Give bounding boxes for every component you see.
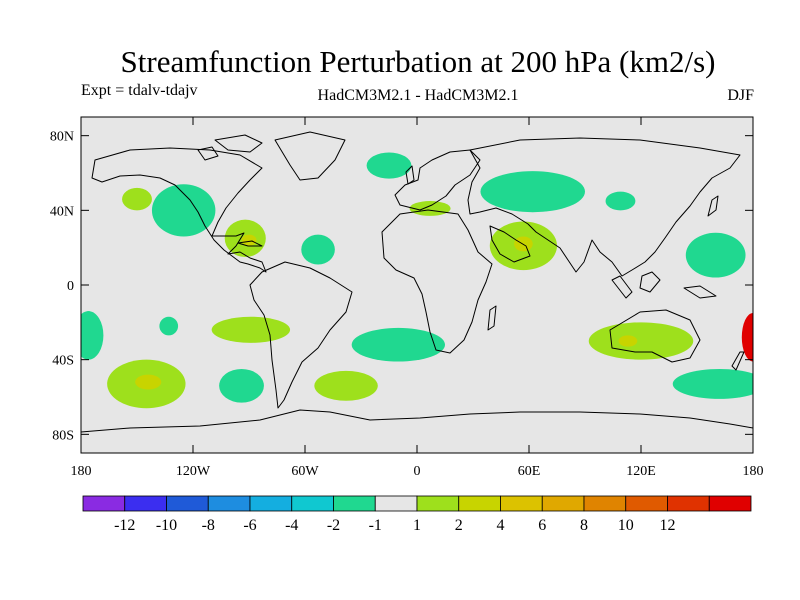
colorbar-swatch	[667, 495, 710, 512]
lat-label: 40S	[52, 354, 74, 369]
region-pos-dateline-30s	[741, 313, 753, 362]
colorbar-swatch	[708, 495, 752, 512]
lon-label: 60E	[518, 464, 541, 479]
colorbar-swatch	[82, 495, 126, 512]
region-neg-pacific-30n	[122, 187, 152, 211]
colorbar-label: -8	[202, 517, 215, 534]
colorbar-swatch	[124, 495, 167, 512]
colorbar-label: 1	[413, 517, 421, 534]
lon-label: 0	[414, 464, 421, 479]
colorbar-label: 2	[455, 517, 463, 534]
colorbar-label: 12	[660, 517, 676, 534]
colorbar-label: 10	[618, 517, 634, 534]
colorbar-label: -6	[243, 517, 256, 534]
region-pos-south-atlantic-50s	[314, 370, 378, 401]
colorbar-label: 8	[580, 517, 588, 534]
region-neg-north-atlantic	[366, 152, 412, 179]
lat-label: 80S	[52, 428, 74, 443]
region-pos-mediterranean	[409, 201, 451, 216]
colorbar-label: 4	[497, 517, 505, 534]
region-neg-south-atlantic	[351, 327, 446, 362]
colorbar-swatch	[500, 495, 543, 512]
region-neg-sh-pacific-small	[159, 316, 179, 336]
region-pos-sh-pacific-50s-core	[135, 374, 162, 390]
colorbar-swatch	[374, 495, 418, 512]
coastlines	[81, 131, 753, 433]
lat-label: 40N	[50, 204, 74, 219]
colorbar-swatch	[541, 495, 585, 512]
colorbar-label: -1	[369, 517, 382, 534]
colorbar-label: -12	[114, 517, 135, 534]
colorbar-swatch	[625, 495, 668, 512]
lat-label: 80N	[50, 130, 74, 145]
region-neg-pacific-ne	[151, 184, 216, 237]
lon-label: 120W	[176, 464, 211, 479]
lat-label: 0	[67, 279, 74, 294]
colorbar-swatch	[333, 495, 376, 512]
colorbar-swatch	[166, 495, 209, 512]
colorbar-label: -10	[156, 517, 177, 534]
colorbar-swatch	[249, 495, 293, 512]
colorbar-label: -4	[285, 517, 298, 534]
colorbar-swatch	[416, 495, 460, 512]
colorbar-swatch	[207, 495, 251, 512]
region-neg-atlantic-20n	[301, 234, 335, 265]
colorbar-label: 6	[538, 517, 546, 534]
region-pos-australia-core	[618, 335, 638, 347]
region-pos-sh-pacific-30s	[211, 316, 291, 343]
map-axes: 80N 40N 0 40S 80S 180 120W 60W 0 60E 120E 180	[50, 117, 764, 479]
region-neg-tasman-55s	[672, 369, 753, 399]
colorbar-swatch	[458, 495, 501, 512]
lon-label: 120E	[626, 464, 656, 479]
region-neg-east-asia	[605, 191, 636, 211]
colorbar-swatch	[583, 495, 627, 512]
season-label: DJF	[727, 87, 754, 104]
region-pos-caribbean-core	[241, 234, 257, 246]
lon-label: 180	[71, 464, 92, 479]
region-neg-west-pacific	[685, 232, 746, 278]
region-neg-sh-pacific-55s	[219, 369, 264, 403]
model-label: HadCM3M2.1 - HadCM3M2.1	[317, 87, 519, 104]
colorbar-label: -2	[327, 517, 340, 534]
region-neg-sh-pacific-east	[81, 311, 96, 342]
plot-title: Streamfunction Perturbation at 200 hPa (…	[120, 44, 716, 79]
colorbar: -12 -10 -8 -6 -4 -2 -1 1 2 4 6 8 10 12	[82, 495, 752, 534]
lon-label: 180	[743, 464, 764, 479]
region-neg-central-asia	[480, 171, 585, 213]
experiment-label: Expt = tdalv-tdajv	[81, 82, 198, 99]
region-pos-australia	[588, 322, 694, 360]
colorbar-swatch	[291, 495, 334, 512]
lon-label: 60W	[291, 464, 319, 479]
